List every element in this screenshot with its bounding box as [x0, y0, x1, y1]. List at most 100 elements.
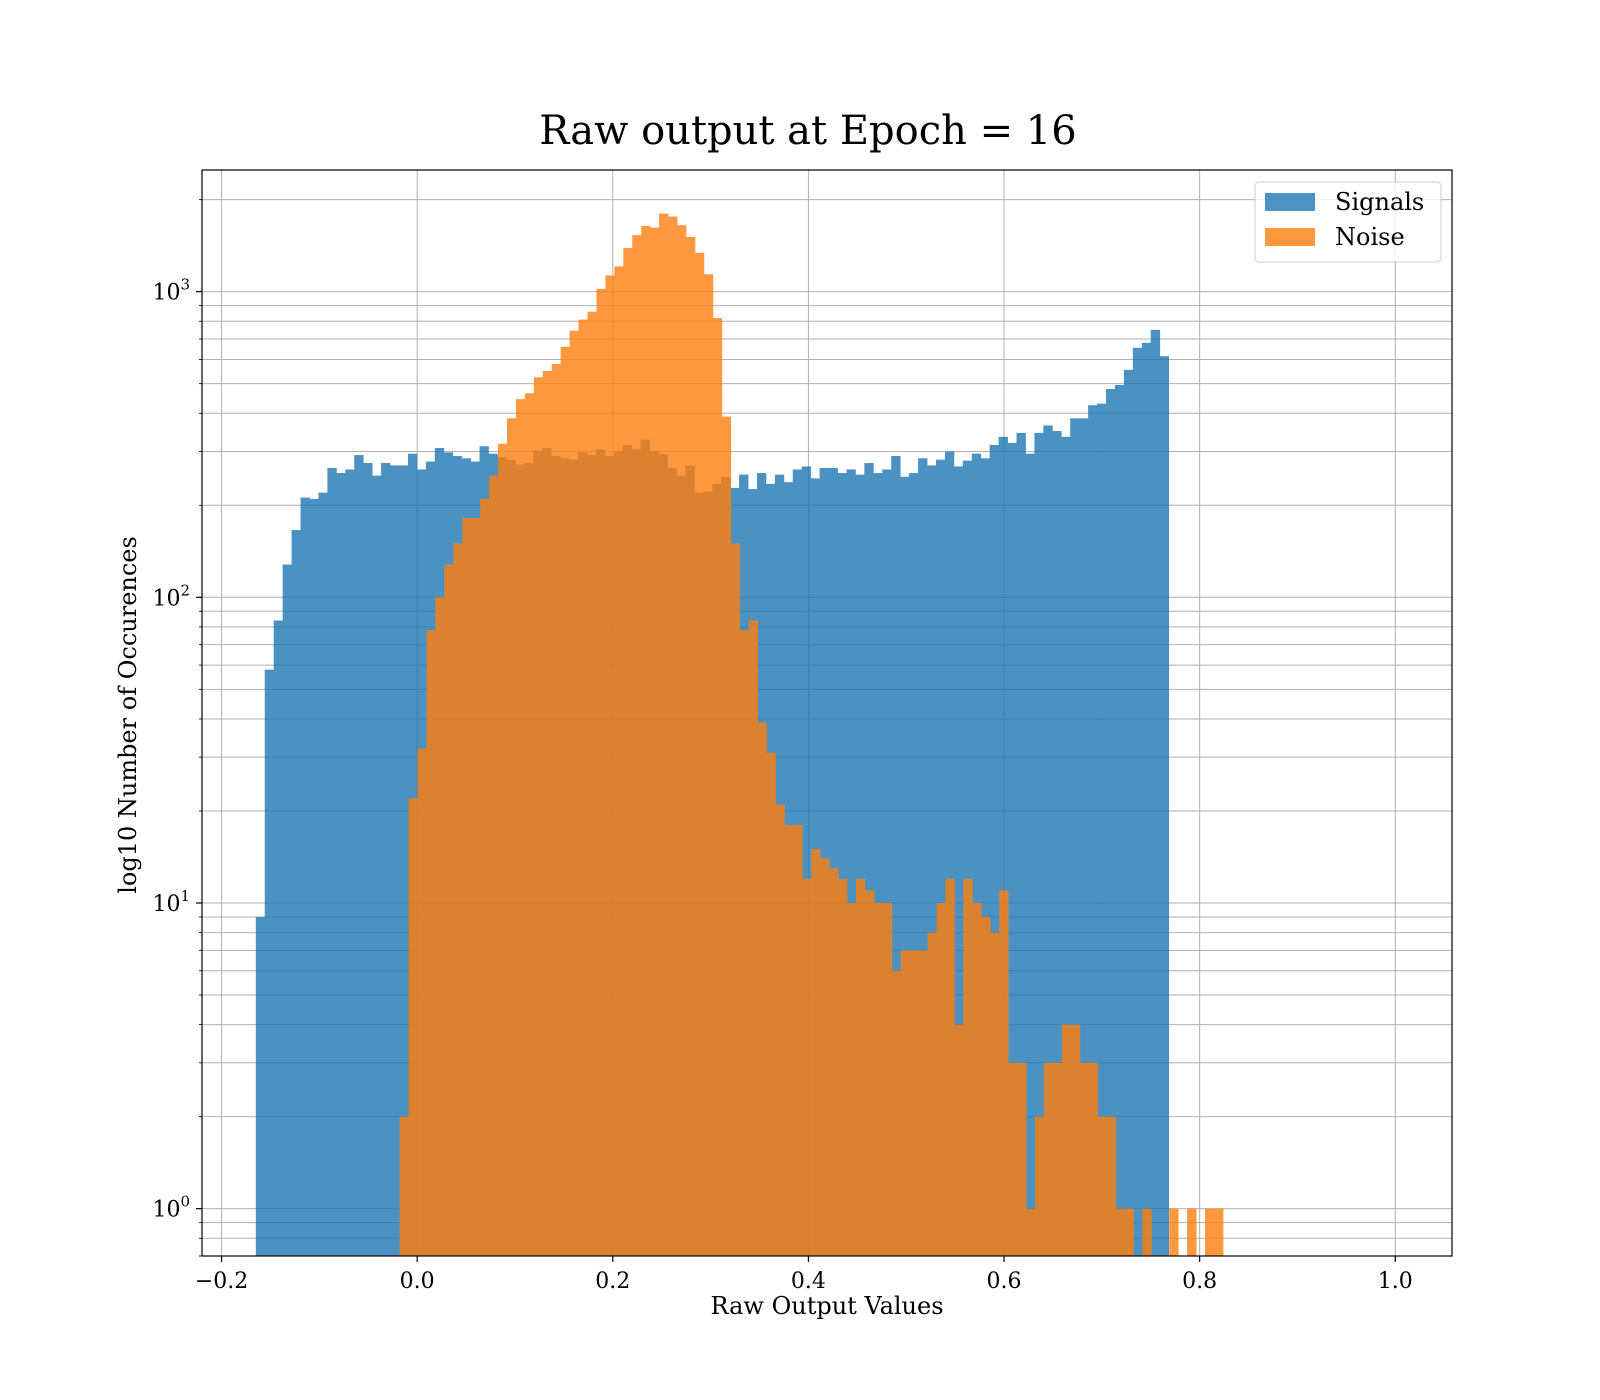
- noise-bar: [444, 564, 454, 1256]
- noise-bar: [1187, 1208, 1197, 1256]
- x-tick-label: 0.6: [987, 1269, 1022, 1294]
- noise-bar: [1070, 1024, 1081, 1256]
- signals-bar: [264, 669, 275, 1256]
- noise-bar: [1052, 1062, 1063, 1256]
- signals-bar: [1132, 347, 1143, 1256]
- noise-bar: [1043, 1062, 1054, 1256]
- noise-bar: [587, 311, 597, 1256]
- chart-title: Raw output at Epoch = 16: [539, 108, 1076, 154]
- signals-bar: [1088, 405, 1098, 1257]
- signals-bar: [1123, 369, 1134, 1256]
- noise-bar: [856, 878, 866, 1256]
- y-axis: 100 101 102 103: [152, 199, 202, 1257]
- noise-bar: [793, 824, 803, 1256]
- signals-bar: [282, 564, 292, 1256]
- signals-bar: [390, 465, 400, 1256]
- noise-bar: [694, 252, 705, 1257]
- signals-bar: [837, 473, 847, 1256]
- x-tick-label: 0.0: [400, 1269, 435, 1294]
- noise-bar: [945, 878, 955, 1256]
- signals-bar: [273, 620, 284, 1256]
- noise-bar: [954, 1024, 964, 1256]
- noise-bar: [489, 475, 499, 1256]
- noise-bar: [730, 543, 741, 1256]
- noise-bar: [1169, 1208, 1179, 1256]
- noise-bar: [480, 498, 490, 1256]
- noise-bar: [650, 227, 660, 1257]
- signals-bar: [309, 498, 319, 1256]
- noise-bar: [453, 543, 463, 1256]
- noise-bar: [972, 902, 982, 1256]
- noise-bar: [426, 630, 436, 1256]
- x-tick-label: 0.4: [791, 1269, 826, 1294]
- signals-bar: [882, 469, 892, 1256]
- noise-bar: [829, 868, 839, 1256]
- plot-frame: [201, 169, 1453, 1257]
- noise-bar: [900, 950, 911, 1256]
- x-tick-label: 1.0: [1378, 1269, 1413, 1294]
- signals-bar: [381, 463, 391, 1256]
- noise-bar: [551, 363, 562, 1256]
- signals-bar: [1007, 442, 1017, 1256]
- legend-label-noise: Noise: [1335, 223, 1405, 251]
- signals-bar: [1106, 389, 1116, 1256]
- signals-bar: [1141, 342, 1152, 1257]
- signals-bar: [801, 466, 812, 1256]
- noise-bar: [1079, 1062, 1090, 1256]
- noise-bar: [498, 443, 508, 1257]
- noise-bar: [864, 890, 875, 1256]
- noise-bar: [820, 858, 830, 1256]
- x-tick-label: 0.2: [595, 1269, 630, 1294]
- noise-bar: [533, 377, 544, 1256]
- y-axis-label: log10 Number of Occurences: [114, 536, 142, 894]
- legend: Signals Noise: [1254, 181, 1442, 263]
- noise-bar: [596, 289, 606, 1256]
- x-tick-label: −0.2: [195, 1269, 248, 1294]
- noise-bar: [873, 902, 884, 1256]
- signals-bar: [855, 474, 865, 1256]
- noise-bar: [766, 752, 776, 1256]
- noise-bar: [1088, 1062, 1099, 1256]
- noise-bar: [811, 849, 821, 1256]
- signals-bar: [345, 469, 355, 1256]
- signals-bar: [1052, 431, 1062, 1256]
- noise-bar: [936, 902, 946, 1256]
- noise-bar: [659, 213, 669, 1257]
- noise-bar: [408, 798, 418, 1256]
- noise-bar: [712, 317, 723, 1257]
- legend-label-signals: Signals: [1335, 188, 1424, 216]
- noise-bar: [542, 371, 553, 1256]
- noise-bar: [882, 902, 893, 1256]
- noise-bar: [506, 418, 517, 1257]
- signals-bar: [1159, 356, 1170, 1256]
- signals-bar: [846, 469, 856, 1256]
- noise-bar: [891, 970, 902, 1256]
- y-tick-label: 102: [152, 581, 190, 611]
- noise-bar: [1142, 1208, 1152, 1256]
- plot-area: [201, 169, 1453, 1257]
- noise-bar: [569, 330, 579, 1257]
- signals-bar: [1070, 418, 1080, 1257]
- noise-bar: [578, 319, 588, 1256]
- noise-bar: [632, 235, 642, 1256]
- noise-bar: [963, 878, 973, 1256]
- signals-bar: [900, 476, 910, 1256]
- signals-bar: [1114, 384, 1125, 1256]
- signals-bar: [1097, 403, 1107, 1256]
- noise-bar: [1213, 1208, 1224, 1256]
- y-tick-label: 101: [152, 887, 190, 917]
- noise-bar: [623, 247, 633, 1257]
- noise-bar: [838, 878, 848, 1256]
- signals-bar: [354, 455, 364, 1256]
- noise-bar: [721, 416, 732, 1256]
- signals-bar: [318, 492, 328, 1256]
- signals-bar: [935, 459, 946, 1256]
- noise-bar: [927, 932, 937, 1256]
- noise-bar: [560, 346, 571, 1256]
- signals-bar: [944, 451, 955, 1257]
- noise-bar: [668, 216, 678, 1257]
- noise-bar: [641, 225, 651, 1257]
- signals-bar: [291, 530, 301, 1256]
- legend-swatch-noise: [1265, 228, 1315, 246]
